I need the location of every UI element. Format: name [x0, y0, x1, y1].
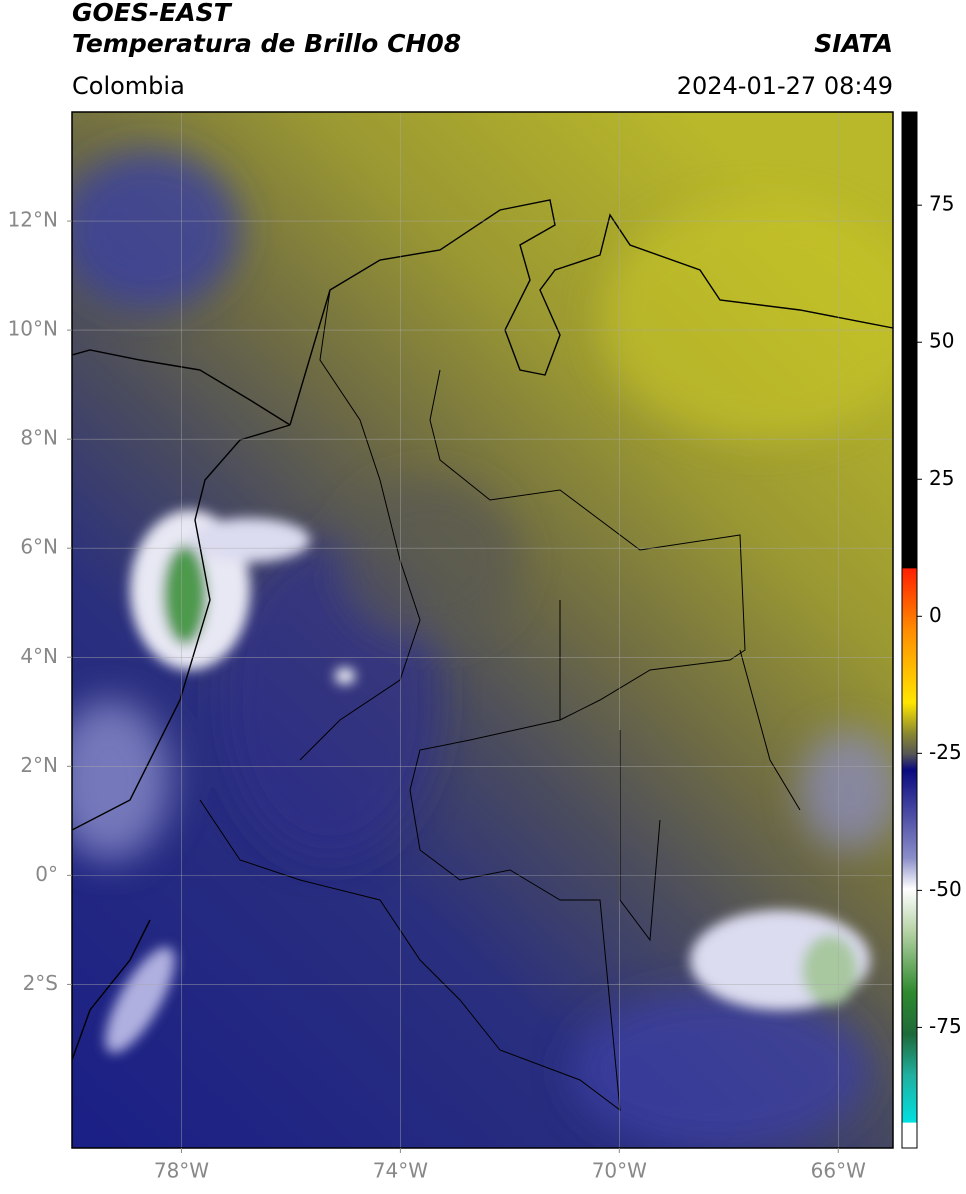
y-tick-label: 4°N: [20, 644, 58, 668]
colorbar-tick-label: 0: [929, 603, 942, 627]
x-tick-label: 78°W: [154, 1159, 209, 1183]
colorbar-tick-label: -25: [929, 740, 962, 764]
borders: [199, 289, 801, 1112]
colorbar-tick-label: -75: [929, 1014, 962, 1038]
y-tick-label: 10°N: [8, 317, 58, 341]
x-tick-label: 66°W: [811, 1159, 866, 1183]
y-tick-label: 6°N: [20, 535, 58, 559]
coastlines: [72, 199, 893, 1061]
map-frame: [71, 111, 894, 1149]
colorbar-tick-label: 25: [929, 466, 954, 490]
y-tick-label: 2°S: [23, 971, 58, 995]
y-tick-label: 8°N: [20, 426, 58, 450]
timestamp: 2024-01-27 08:49: [677, 72, 893, 100]
x-tick-label: 74°W: [373, 1159, 428, 1183]
grid: [72, 112, 893, 1148]
title: GOES-EAST: [72, 0, 233, 27]
y-tick-label: 2°N: [20, 753, 58, 777]
x-tick-label: 70°W: [592, 1159, 647, 1183]
y-tick-label: 12°N: [8, 208, 58, 232]
satellite-image: [72, 112, 893, 1148]
colorbar-tick-label: 75: [929, 192, 954, 216]
colorbar-tick-label: 50: [929, 329, 954, 353]
region: Colombia: [72, 72, 185, 100]
subtitle: Temperatura de Brillo CH08: [72, 29, 461, 58]
colorbar: [901, 111, 918, 1149]
source: SIATA: [814, 29, 893, 58]
y-tick-label: 0°: [35, 862, 58, 886]
colorbar-tick-label: -50: [929, 877, 962, 901]
